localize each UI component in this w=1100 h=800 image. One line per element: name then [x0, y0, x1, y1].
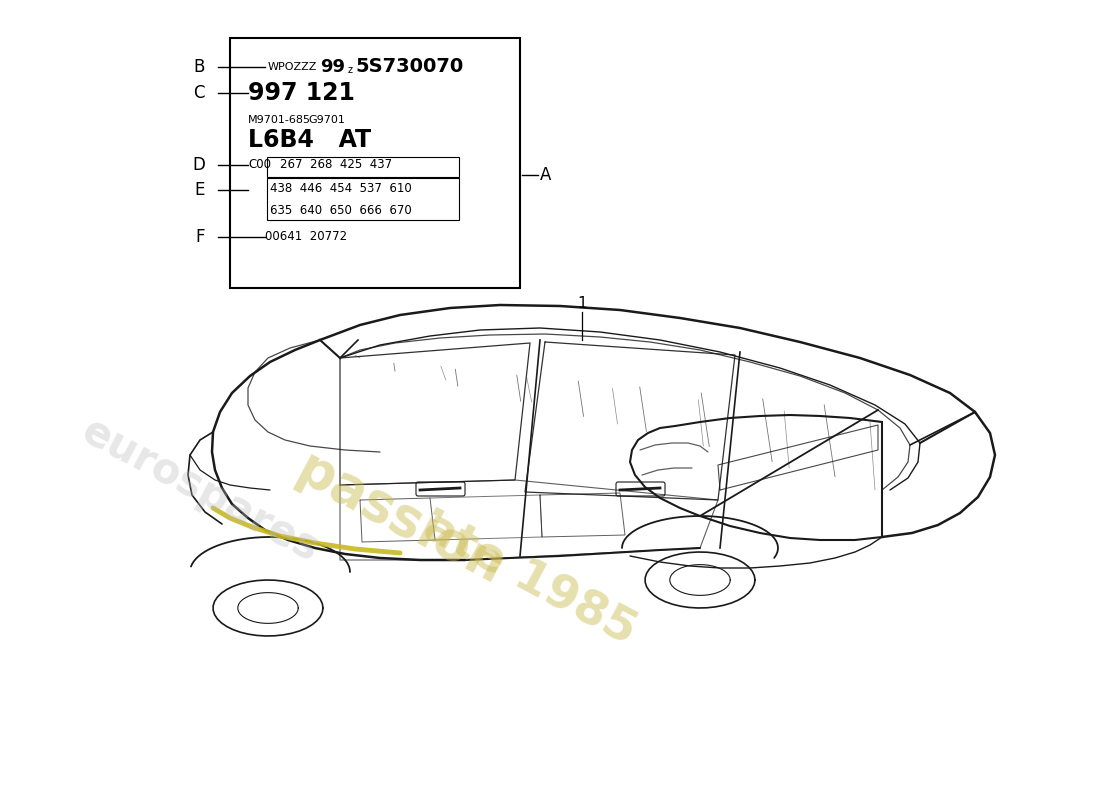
- Text: L6B4   AT: L6B4 AT: [248, 128, 371, 152]
- Text: passion: passion: [287, 443, 513, 597]
- Text: E: E: [195, 181, 205, 199]
- Text: WPOZZZ: WPOZZZ: [268, 62, 318, 72]
- Text: 00641  20772: 00641 20772: [265, 230, 348, 243]
- Bar: [230, 38, 520, 288]
- Text: 1: 1: [578, 295, 586, 310]
- Bar: [267, 157, 459, 177]
- Text: 267  268  425  437: 267 268 425 437: [280, 158, 392, 171]
- Text: 997 121: 997 121: [248, 81, 355, 105]
- Text: 99: 99: [320, 58, 345, 76]
- Text: C00: C00: [248, 158, 271, 171]
- Text: z: z: [348, 65, 353, 75]
- Text: 5S730070: 5S730070: [355, 58, 463, 77]
- Text: M9701-685: M9701-685: [248, 115, 311, 125]
- Text: 438  446  454  537  610: 438 446 454 537 610: [270, 182, 411, 195]
- Text: B: B: [194, 58, 205, 76]
- Text: F: F: [196, 228, 205, 246]
- Text: G9701: G9701: [308, 115, 345, 125]
- Text: C: C: [194, 84, 205, 102]
- Text: 635  640  650  666  670: 635 640 650 666 670: [270, 203, 411, 217]
- Text: A: A: [540, 166, 551, 184]
- Text: eurospares: eurospares: [74, 410, 326, 570]
- Text: ate 1985: ate 1985: [416, 505, 644, 655]
- Bar: [267, 178, 459, 220]
- Text: D: D: [192, 156, 205, 174]
